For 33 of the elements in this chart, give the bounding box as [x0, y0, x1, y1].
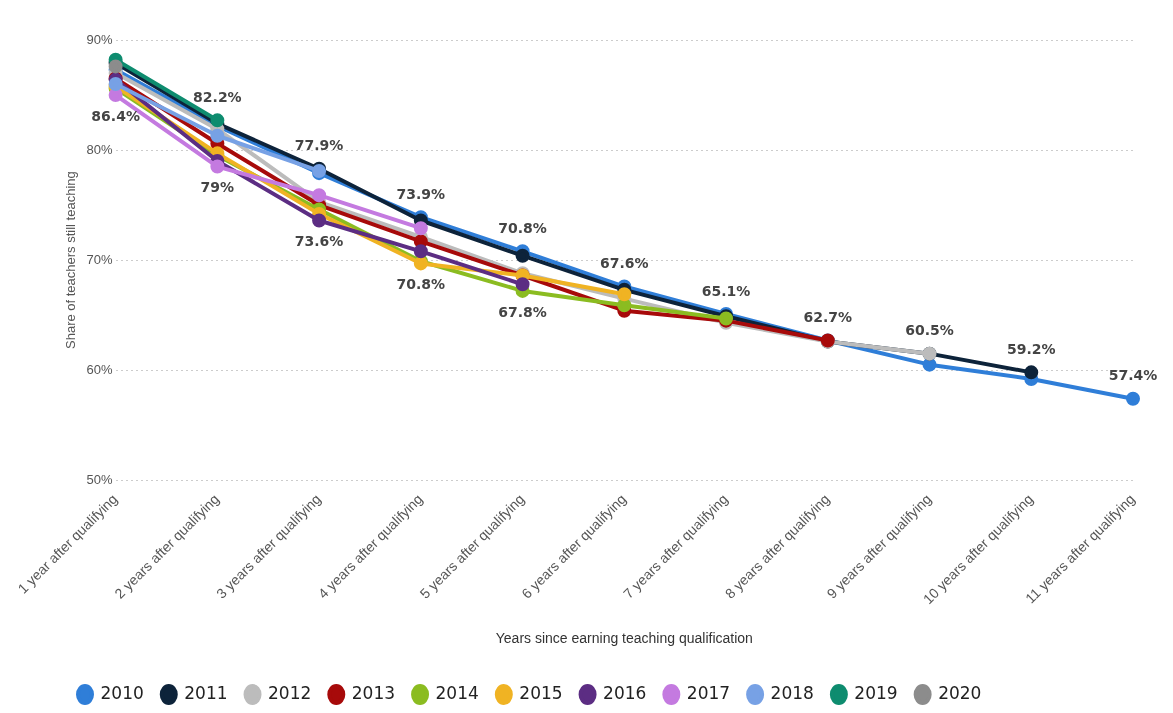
y-tick-label: 50%	[86, 471, 114, 487]
data-label: 65.1%	[701, 282, 751, 299]
data-label: 62.7%	[803, 309, 853, 326]
data-label: 70.8%	[498, 219, 547, 236]
legend-label: 2019	[854, 682, 898, 703]
legend-label: 2013	[351, 682, 396, 703]
data-label: 67.6%	[600, 255, 649, 272]
data-label: 73.9%	[396, 185, 446, 202]
legend-label: 2014	[435, 682, 479, 703]
legend-label: 2015	[519, 682, 563, 703]
y-tick-label: 70%	[86, 251, 114, 267]
y-tick-label: 80%	[86, 141, 114, 157]
y-axis-title: Share of teachers still teaching	[63, 171, 79, 349]
x-axis-title: Years since earning teaching qualification	[495, 630, 753, 647]
y-tick-label: 90%	[86, 31, 114, 47]
data-label: 70.8%	[396, 276, 446, 293]
data-label: 73.6%	[294, 233, 344, 250]
data-label: 86.4%	[91, 107, 140, 124]
legend-label: 2018	[770, 682, 814, 703]
legend-label: 2012	[268, 682, 312, 703]
data-label: 82.2%	[193, 88, 242, 105]
data-label: 67.8%	[498, 303, 547, 320]
data-label: 59.2%	[1006, 341, 1056, 357]
data-label: 60.5%	[905, 322, 954, 339]
legend-label: 2017	[686, 682, 731, 703]
legend-label: 2016	[603, 682, 647, 703]
legend-label: 2010	[100, 682, 144, 703]
data-label: 77.9%	[294, 137, 344, 154]
y-tick-label: 60%	[86, 361, 114, 377]
data-label: 79%	[200, 179, 235, 196]
legend-label: 2011	[184, 682, 228, 703]
legend-label: 2020	[938, 682, 982, 703]
data-label: 57.4%	[1108, 367, 1158, 384]
